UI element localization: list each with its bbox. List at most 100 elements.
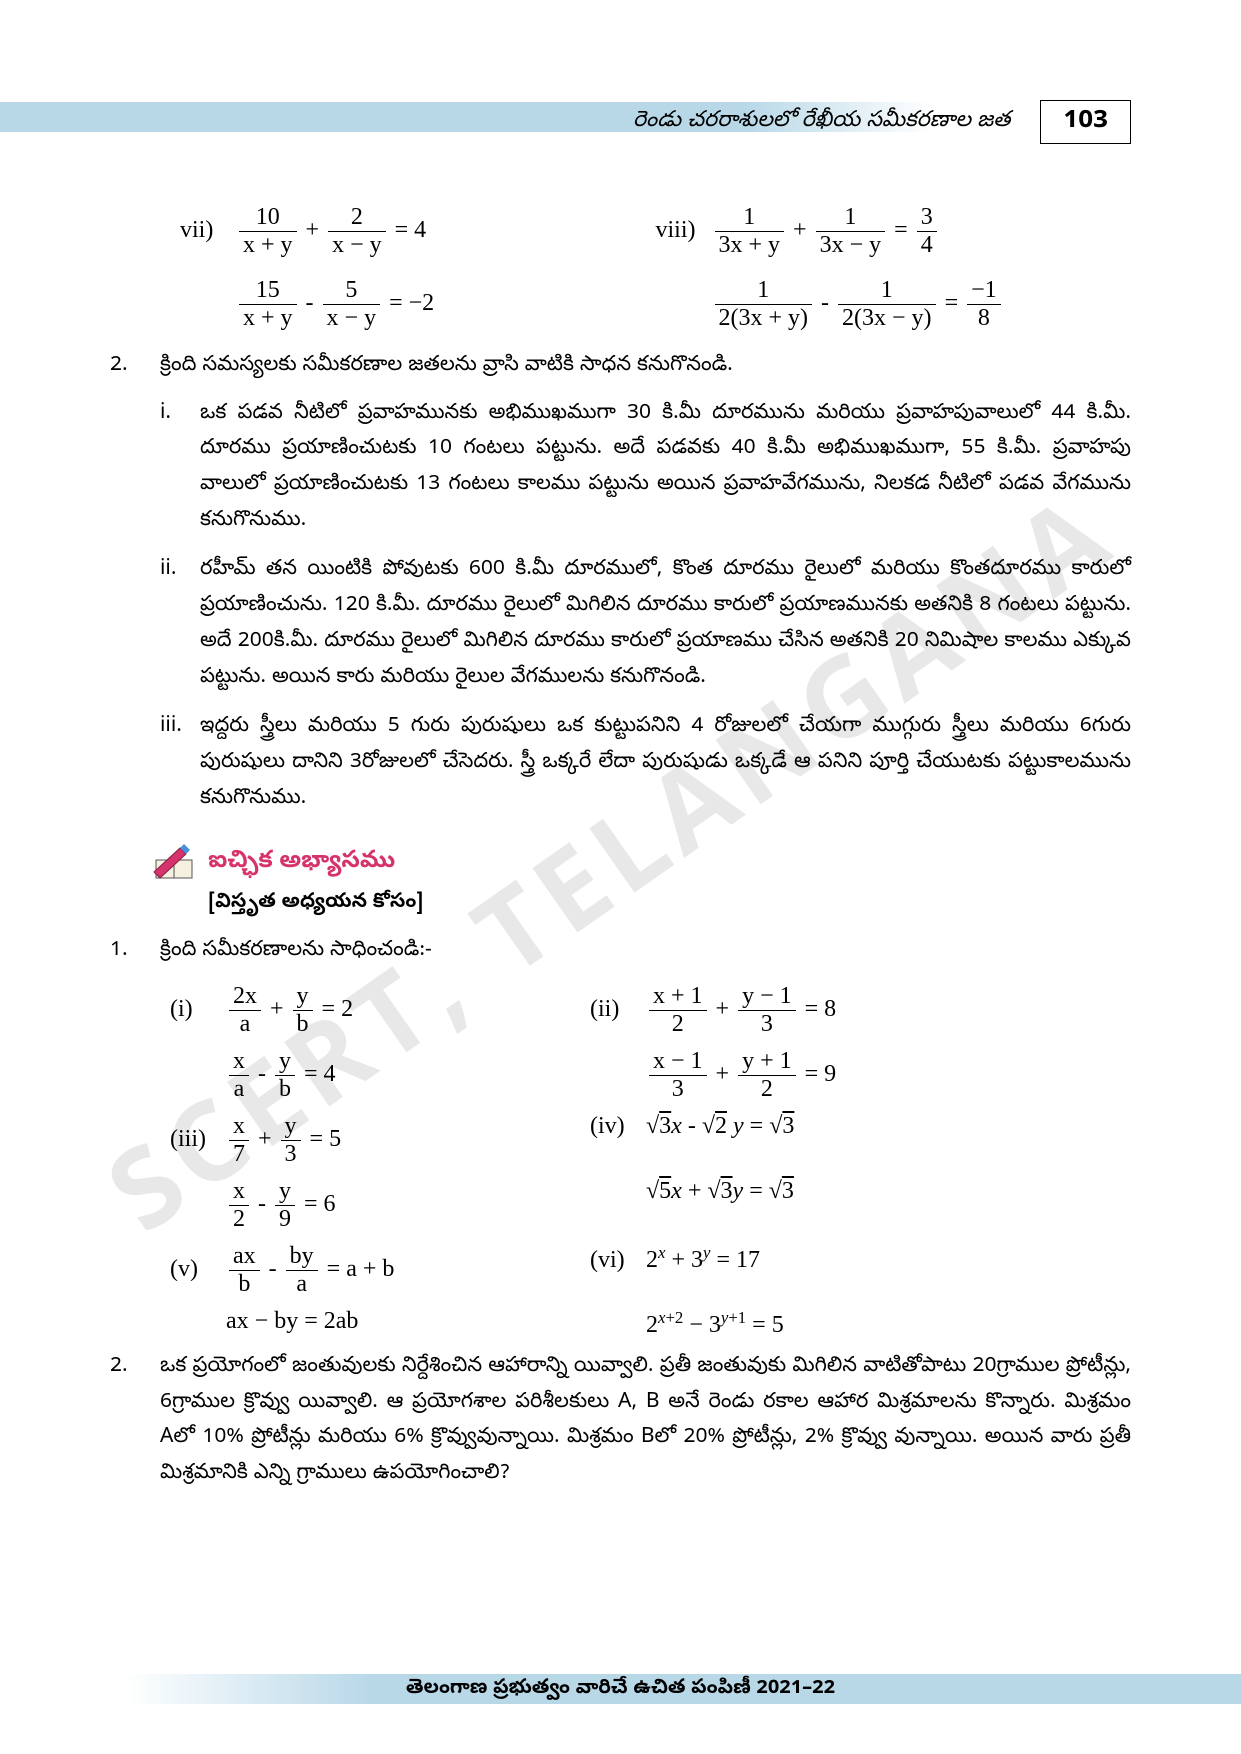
frac-den: x + y bbox=[239, 232, 297, 259]
n: x bbox=[229, 1113, 249, 1141]
rhs: = a + b bbox=[327, 1256, 395, 1282]
rhs: = 4 bbox=[304, 1061, 336, 1087]
label: (v) bbox=[170, 1256, 220, 1283]
n: y bbox=[275, 1178, 295, 1206]
n: y bbox=[293, 983, 313, 1011]
opt-eq-v-l2: ax − by = 2ab bbox=[170, 1308, 590, 1339]
opt-eq-row-iii-iv-2: x2 - y9 = 6 √5x + √3y = √3 bbox=[170, 1178, 1131, 1233]
equation-row-vii-viii-2: 15x + y - 5x − y = −2 12(3x + y) - 12(3x… bbox=[180, 277, 1131, 332]
d: b bbox=[275, 1076, 295, 1103]
frac-den: 3x − y bbox=[816, 232, 886, 259]
op: - bbox=[258, 1191, 266, 1217]
frac-den: x − y bbox=[323, 305, 381, 332]
chapter-title: రెండు చరరాశులలో రేఖీయ సమీకరణాల జత bbox=[110, 107, 1040, 137]
frac-num: 1 bbox=[715, 204, 785, 232]
frac-num: 15 bbox=[239, 277, 297, 305]
sub-text: ఒక పడవ నీటిలో ప్రవాహమునకు అభిముఖముగా 30 … bbox=[200, 398, 1131, 541]
op: - bbox=[821, 290, 829, 316]
frac-num: 10 bbox=[239, 204, 297, 232]
frac-num: 1 bbox=[816, 204, 886, 232]
sub-text: ఇద్దరు స్త్రీలు మరియు 5 గురు పురుషులు ఒక… bbox=[200, 711, 1131, 818]
rhs: = 6 bbox=[304, 1191, 336, 1217]
frac-num: 2 bbox=[328, 204, 386, 232]
eq-label-viii: viii) bbox=[656, 217, 706, 244]
opt-eq-row-i-ii: (i) 2xa + yb = 2 (ii) x + 12 + y − 13 = … bbox=[170, 983, 1131, 1038]
frac-num: 1 bbox=[838, 277, 936, 305]
opt-eq-vi-l2: 2x+2 − 3y+1 = 5 bbox=[590, 1308, 1131, 1339]
d: a bbox=[286, 1271, 318, 1298]
op: + bbox=[716, 1061, 730, 1087]
rhs: = 9 bbox=[805, 1061, 837, 1087]
equation-vii: vii) 10x + y + 2x − y = 4 bbox=[180, 204, 656, 259]
eq-text: ax − by = 2ab bbox=[226, 1308, 358, 1334]
opt-eq-iv-l2: √5x + √3y = √3 bbox=[590, 1178, 1131, 1233]
d: 3 bbox=[738, 1011, 796, 1038]
opt-q2-number: 2. bbox=[110, 1351, 160, 1494]
q2-sub-iii: iii. ఇద్దరు స్త్రీలు మరియు 5 గురు పురుషు… bbox=[160, 711, 1131, 818]
n: ax bbox=[229, 1243, 260, 1271]
d: b bbox=[293, 1011, 313, 1038]
frac-num: 3 bbox=[917, 204, 937, 232]
d: 9 bbox=[275, 1206, 295, 1233]
page-content: రెండు చరరాశులలో రేఖీయ సమీకరణాల జత 103 vi… bbox=[0, 0, 1241, 1566]
op: + bbox=[258, 1126, 272, 1152]
frac-den: x − y bbox=[328, 232, 386, 259]
pencil-book-icon bbox=[150, 842, 198, 882]
n: 2x bbox=[229, 983, 261, 1011]
sub-num: i. bbox=[160, 398, 200, 541]
d: 3 bbox=[281, 1141, 301, 1168]
q2-number: 2. bbox=[110, 350, 160, 386]
frac-num: 1 bbox=[715, 277, 813, 305]
sub-text: రహీమ్ తన యింటికి పోవుటకు 600 కి.మీ దూరము… bbox=[200, 554, 1131, 697]
opt-eq-ii-l2: x − 13 + y + 12 = 9 bbox=[590, 1048, 1131, 1103]
frac-num: 5 bbox=[323, 277, 381, 305]
rhs: = 5 bbox=[310, 1126, 342, 1152]
frac-den: 8 bbox=[967, 305, 1001, 332]
d: 2 bbox=[229, 1206, 249, 1233]
equation-viii: viii) 13x + y + 13x − y = 34 bbox=[656, 204, 1132, 259]
op: - bbox=[269, 1256, 277, 1282]
n: by bbox=[286, 1243, 318, 1271]
d: a bbox=[229, 1011, 261, 1038]
q2-sub-i: i. ఒక పడవ నీటిలో ప్రవాహమునకు అభిముఖముగా … bbox=[160, 398, 1131, 541]
opt-q1-number: 1. bbox=[110, 935, 160, 971]
opt-eq-row-v-vi-2: ax − by = 2ab 2x+2 − 3y+1 = 5 bbox=[170, 1308, 1131, 1339]
opt-eq-row-i-ii-2: xa - yb = 4 x − 13 + y + 12 = 9 bbox=[170, 1048, 1131, 1103]
frac-den: x + y bbox=[239, 305, 297, 332]
equation-vii-line2: 15x + y - 5x − y = −2 bbox=[180, 277, 656, 332]
opt-eq-vi: (vi) 2x + 3y = 17 bbox=[590, 1243, 1131, 1298]
opt-question-1: 1. క్రింది సమీకరణాలను సాధించండి:- bbox=[110, 935, 1131, 971]
equation-viii-line2: 12(3x + y) - 12(3x − y) = −18 bbox=[656, 277, 1132, 332]
opt-eq-i-l2: xa - yb = 4 bbox=[170, 1048, 590, 1103]
eq-label-vii: vii) bbox=[180, 217, 230, 244]
rhs: = −2 bbox=[389, 290, 434, 316]
n: x bbox=[229, 1178, 249, 1206]
label: (i) bbox=[170, 996, 220, 1023]
q2-sub-ii: ii. రహీమ్ తన యింటికి పోవుటకు 600 కి.మీ ద… bbox=[160, 554, 1131, 697]
optional-section-subtitle: [విస్తృత అధ్యయన కోసం] bbox=[208, 890, 1131, 917]
op: + bbox=[306, 217, 320, 243]
op: - bbox=[306, 290, 314, 316]
opt-eq-row-iii-iv: (iii) x7 + y3 = 5 (iv) √3x - √2 y = √3 bbox=[170, 1113, 1131, 1168]
opt-eq-row-v-vi: (v) axb - bya = a + b (vi) 2x + 3y = 17 bbox=[170, 1243, 1131, 1298]
opt-q1-text: క్రింది సమీకరణాలను సాధించండి:- bbox=[160, 935, 1131, 971]
rhs: = 4 bbox=[395, 217, 427, 243]
n: y bbox=[275, 1048, 295, 1076]
header-bar: రెండు చరరాశులలో రేఖీయ సమీకరణాల జత 103 bbox=[110, 100, 1131, 144]
d: 3 bbox=[649, 1076, 707, 1103]
frac-den: 4 bbox=[917, 232, 937, 259]
label: (iv) bbox=[590, 1113, 640, 1140]
footer-text: తెలంగాణ ప్రభుత్వం వారిచే ఉచిత పంపిణీ 202… bbox=[406, 1676, 835, 1703]
label: (vi) bbox=[590, 1247, 640, 1274]
footer-bar: తెలంగాణ ప్రభుత్వం వారిచే ఉచిత పంపిణీ 202… bbox=[0, 1674, 1241, 1704]
d: 7 bbox=[229, 1141, 249, 1168]
d: 2 bbox=[649, 1011, 707, 1038]
equation-row-vii-viii: vii) 10x + y + 2x − y = 4 viii) 13x + y … bbox=[180, 204, 1131, 259]
n: y − 1 bbox=[738, 983, 796, 1011]
opt-eq-v: (v) axb - bya = a + b bbox=[170, 1243, 590, 1298]
n: x − 1 bbox=[649, 1048, 707, 1076]
label: (iii) bbox=[170, 1126, 220, 1153]
optional-section-header: ఐచ్ఛిక అభ్యాసము bbox=[150, 842, 1131, 882]
d: 2 bbox=[738, 1076, 796, 1103]
page-number: 103 bbox=[1040, 100, 1131, 144]
